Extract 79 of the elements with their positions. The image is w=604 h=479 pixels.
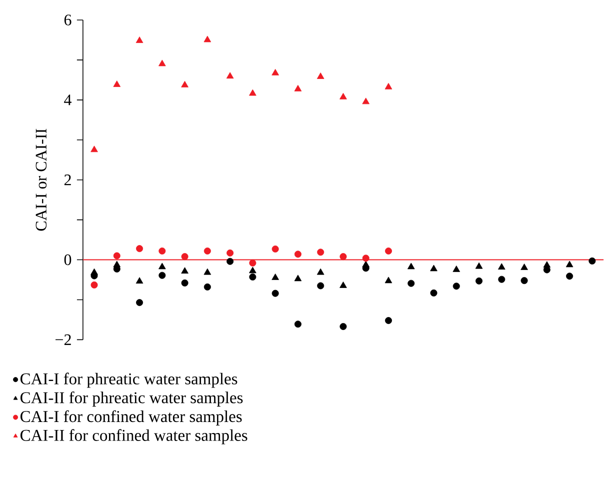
- y-tick-label: 0: [64, 254, 72, 266]
- point: [158, 272, 166, 280]
- point: [249, 274, 256, 281]
- point: [340, 93, 347, 100]
- point: [498, 276, 506, 284]
- point: [204, 284, 211, 291]
- point: [543, 266, 550, 274]
- point: [136, 36, 144, 44]
- point: [384, 248, 392, 255]
- point: [113, 260, 121, 268]
- point: [384, 317, 392, 324]
- point: [520, 264, 528, 270]
- point: [317, 282, 324, 290]
- point: [362, 254, 370, 262]
- point: [520, 277, 528, 284]
- point: [249, 260, 256, 267]
- point: [340, 282, 347, 288]
- point: [158, 262, 166, 270]
- point: [90, 268, 98, 275]
- point: [407, 262, 415, 270]
- point: [452, 282, 460, 290]
- point: [566, 260, 574, 268]
- y-tick-label: 6: [64, 14, 72, 26]
- point: [272, 290, 279, 298]
- point: [340, 253, 347, 260]
- point: [136, 277, 144, 284]
- point: [384, 83, 392, 90]
- point: [340, 323, 347, 330]
- point: [294, 85, 302, 92]
- point: [226, 250, 234, 257]
- y-tick-label: −2: [56, 334, 71, 346]
- point: [362, 260, 370, 268]
- point: [384, 276, 392, 284]
- point: [272, 274, 279, 280]
- point: [294, 320, 302, 328]
- point: [136, 245, 144, 252]
- point: [90, 146, 98, 152]
- point: [158, 248, 166, 255]
- point: [588, 258, 596, 265]
- point: [204, 248, 211, 255]
- point: [543, 261, 551, 268]
- point: [181, 280, 188, 287]
- legend-label: CAI-II for confined water samples: [20, 429, 248, 444]
- point: [226, 72, 234, 79]
- point: [498, 263, 506, 270]
- point: [90, 282, 98, 289]
- point: [566, 272, 574, 280]
- point: [181, 267, 188, 274]
- point: [249, 266, 256, 274]
- point: [113, 80, 121, 88]
- point: [272, 246, 279, 253]
- point: [272, 69, 279, 76]
- point: [475, 262, 483, 269]
- point: [430, 290, 438, 297]
- point: [226, 258, 234, 266]
- point: [181, 81, 188, 88]
- y-tick-label: 2: [64, 174, 71, 186]
- point: [316, 72, 324, 80]
- point: [158, 60, 166, 66]
- point: [408, 280, 415, 288]
- point: [136, 299, 144, 306]
- y-tick-label: 4: [64, 94, 72, 106]
- point: [316, 268, 324, 275]
- point: [204, 36, 212, 42]
- point: [362, 98, 370, 104]
- point: [249, 90, 256, 96]
- point: [317, 248, 324, 256]
- point: [113, 252, 120, 260]
- point: [430, 264, 438, 272]
- legend-label: CAI-II for phreatic water samples: [20, 392, 243, 407]
- point: [294, 274, 302, 282]
- legend-label: CAI-I for phreatic water samples: [20, 372, 238, 388]
- point: [476, 278, 483, 285]
- point: [204, 268, 212, 275]
- point: [452, 266, 460, 272]
- point: [181, 253, 188, 260]
- y-axis-title: CAI-I or CAI-II: [36, 129, 47, 231]
- legend-label: CAI-I for confined water samples: [20, 410, 242, 426]
- point: [294, 250, 302, 258]
